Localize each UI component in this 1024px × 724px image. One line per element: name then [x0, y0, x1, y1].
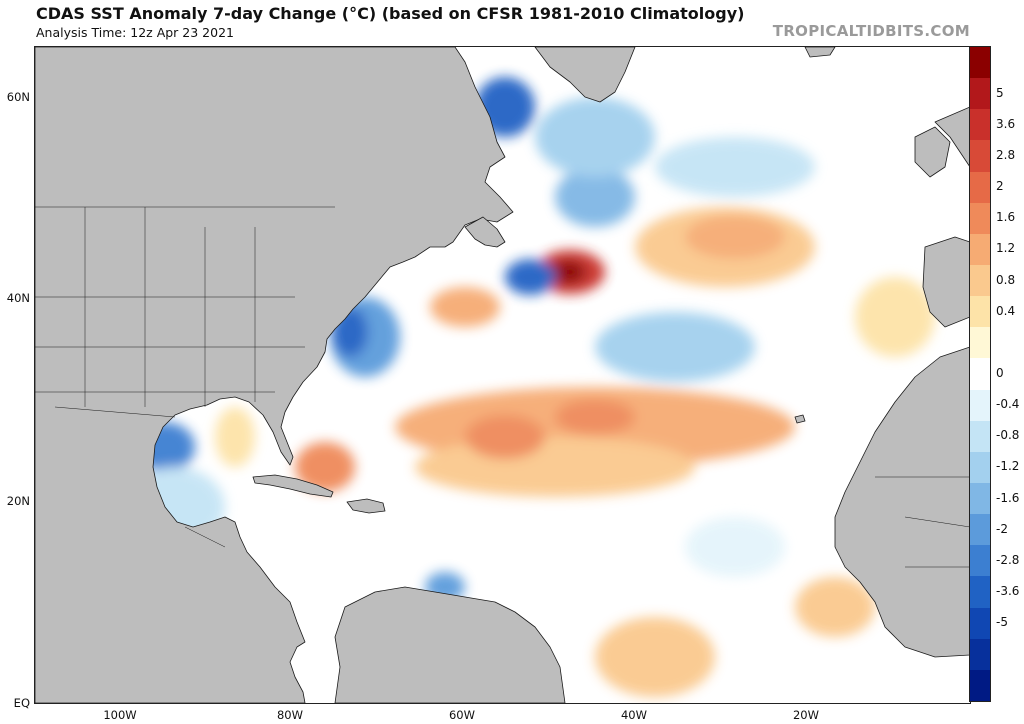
colorbar-tick-label: 2.8 [996, 148, 1016, 162]
colorbar-tick-label: -1.2 [996, 459, 1020, 474]
lon-label-40w: 40W [620, 708, 647, 722]
colorbar-segment [970, 78, 990, 110]
colorbar-segment [970, 171, 990, 204]
colorbar-segment [970, 327, 990, 359]
borders [35, 206, 970, 568]
colorbar-tick-label: 2 [996, 179, 1004, 194]
lon-label-100w: 100W [103, 708, 137, 722]
lat-label-eq: EQ [13, 696, 30, 710]
colorbar-segment [970, 358, 990, 391]
colorbar-segment [970, 140, 990, 173]
colorbar-segment [970, 483, 990, 515]
land [35, 47, 970, 703]
colorbar-tick-label: 1.6 [996, 210, 1016, 225]
colorbar-tick-label: -2 [996, 521, 1008, 536]
colorbar-segment [970, 545, 990, 577]
lon-label-20w: 20W [792, 708, 819, 722]
colorbar-segment [970, 296, 990, 328]
colorbar-tick-label: 5 [996, 85, 1004, 100]
credit-watermark: TROPICALTIDBITS.COM [772, 22, 970, 40]
colorbar-tick-label: 0.8 [996, 272, 1016, 287]
colorbar-segment [970, 576, 990, 609]
colorbar-tick-label: -5 [996, 615, 1008, 630]
colorbar-tick-label: -2.8 [996, 552, 1020, 567]
colorbar-segment [970, 47, 990, 79]
lat-label-20n: 20N [6, 494, 30, 508]
lon-label-60w: 60W [448, 708, 475, 722]
lon-label-80w: 80W [276, 708, 303, 722]
sst-anomaly-map [34, 46, 971, 704]
colorbar-segment [970, 265, 990, 297]
lat-label-40n: 40N [6, 291, 30, 305]
colorbar-segment [970, 451, 990, 484]
colorbar-tick-label: 3.6 [996, 116, 1016, 131]
colorbar-tick-label: -1.6 [996, 490, 1020, 505]
lat-label-60n: 60N [6, 90, 30, 104]
analysis-time: Analysis Time: 12z Apr 23 2021 [36, 25, 234, 40]
colorbar-segment [970, 109, 990, 141]
colorbar-tick-label: 0.4 [996, 303, 1016, 318]
colorbar-tick-label: 1.2 [996, 241, 1016, 256]
colorbar [969, 46, 991, 702]
colorbar-tick-label: 0 [996, 366, 1004, 380]
colorbar-tick-label: -3.6 [996, 584, 1020, 598]
colorbar-tick-label: -0.4 [996, 397, 1020, 412]
colorbar-segment [970, 607, 990, 640]
colorbar-segment [970, 389, 990, 422]
colorbar-tick-label: -0.8 [996, 428, 1020, 443]
map-title: CDAS SST Anomaly 7-day Change (°C) (base… [36, 4, 745, 23]
colorbar-segment [970, 233, 990, 266]
colorbar-segment [970, 420, 990, 453]
colorbar-segment [970, 669, 990, 702]
colorbar-segment [970, 202, 990, 235]
colorbar-segment [970, 514, 990, 546]
colorbar-segment [970, 638, 990, 671]
